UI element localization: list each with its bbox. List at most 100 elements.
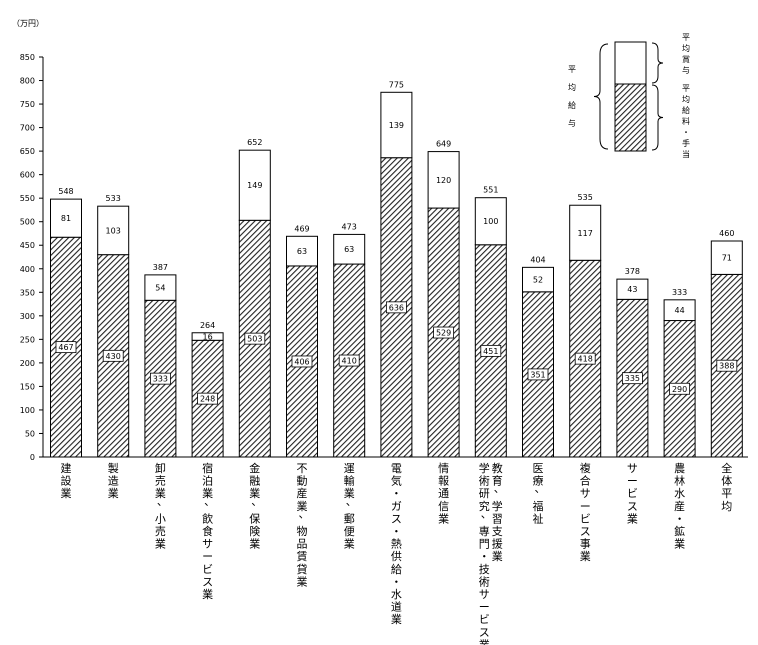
legend-brace-outer [593,43,609,150]
category-label-char: 専 [479,525,490,538]
category-label-char: 造 [108,474,119,488]
bar-bonus-label: 149 [247,181,262,190]
bar-salary-label-box [197,392,219,405]
legend-label-bonus: 賞 [682,54,690,64]
category-label-char: サ [202,538,213,551]
category-label-char: 産 [297,487,308,500]
y-tick-label: 850 [20,53,35,62]
legend-brace-salary [651,84,664,151]
y-tick-label: 50 [25,429,35,438]
bar-salary-label-box [622,372,643,385]
bar-bonus-label: 63 [344,245,354,254]
category-label-char: 業 [438,512,449,525]
legend-label-bonus: 与 [682,66,690,75]
legend-label-salary: 手 [682,138,690,148]
category-label-char: ー [580,500,591,513]
category-label-char: 業 [202,487,213,500]
category-label-char: 全 [721,461,732,475]
legend-label-salary: 当 [682,149,690,159]
bar-total-label: 533 [106,194,121,203]
bar-salary-label: 430 [106,352,121,361]
bar-salary-label: 290 [672,385,687,394]
bar-bonus-label: 54 [155,284,165,293]
bar-bonus-segment [286,235,318,267]
category-label-char: 援 [492,537,503,551]
category-label-char: 道 [391,600,402,614]
category-label-char: 福 [533,499,544,513]
category-label-char: 、 [299,507,310,520]
bar-bonus-segment [474,197,507,246]
legend-outer-label: 平 [568,65,576,74]
bar-bonus-segment [238,149,271,221]
category-label-char: 売 [155,525,166,538]
category-label-char: 電 [391,462,402,475]
legend-label-salary: 均 [682,94,690,104]
bar-salary-label: 333 [153,375,168,384]
y-tick-label: 500 [20,218,35,227]
bar-bonus-segment [710,240,743,275]
category-label-char: 支 [492,525,503,538]
bar-bonus-segment [616,278,649,300]
category-label-char: 業 [249,487,260,500]
category-label-char: 業 [297,575,308,588]
category-label-char: 建 [61,461,72,475]
category-label-char: ・ [391,487,402,500]
bar-salary-label: 503 [247,335,262,344]
y-tick-label: 350 [20,288,35,297]
bar-bonus-segment [333,233,366,265]
category-label-char: 気 [391,474,402,488]
bar-salary-label: 529 [436,329,451,338]
category-label-char: 動 [297,474,308,488]
category-label-char: ・ [479,550,490,563]
category-label-char: 通 [438,487,449,500]
category-label-char: 学 [479,461,490,475]
category-label-char: 合 [580,474,591,488]
legend-swatch-salary [614,83,647,152]
category-label-char: 品 [297,538,308,551]
category-label-char: 保 [249,511,260,525]
bar-salary-label-box [102,349,124,362]
legend-outer-label: 給 [568,100,576,110]
legend-label-salary: 給 [682,105,690,115]
bar-salary-label-box [55,341,77,354]
category-label-char: 業 [344,538,355,551]
bar-bonus-label: 43 [627,285,637,294]
bar-total-label: 264 [200,321,215,330]
category-label-char: 医 [533,462,544,475]
category-label-char: 泊 [202,475,213,488]
bar-total-label: 378 [625,267,640,276]
category-label-char: 農 [674,461,685,475]
bar-salary-label-box [149,372,171,385]
bar-bonus-segment [380,91,413,159]
category-label-char: 業 [108,487,119,500]
y-tick-label: 700 [20,124,35,133]
category-label-char: 険 [249,525,260,538]
category-label-char: 熱 [391,538,402,551]
legend-outer-label: 与 [568,119,576,128]
category-label-char: ス [627,500,638,513]
category-label-char: 賃 [297,549,308,563]
category-label-char: 融 [249,475,260,488]
bar-bonus-label: 16 [203,333,213,342]
bar-bonus-label: 100 [483,217,498,226]
bar-salary-label: 418 [578,355,593,364]
category-label-char: ス [479,626,490,639]
category-label-char: 報 [438,475,449,488]
category-label-char: 療 [533,474,544,488]
bar-salary-label: 335 [625,374,640,383]
category-label-char: 術 [479,475,490,488]
category-label-char: 、 [481,507,492,520]
category-label-char: ー [627,475,638,488]
y-tick-label: 100 [20,406,35,415]
category-labels: 建設業製造業卸売業、小売業宿泊業、飲食サービス業金融業、保険業不動産業、物品賃貸… [61,461,733,645]
category-label-char: 小 [155,512,166,525]
bar-total-label: 551 [483,186,498,195]
category-label-char: ス [580,525,591,538]
bar-total-label: 460 [719,229,734,238]
category-label-char: 輸 [344,474,355,488]
category-label-char: 業 [674,538,685,551]
category-label-char: ・ [391,575,402,588]
category-label-char: 門 [479,538,490,551]
category-label-char: 供 [391,549,402,563]
category-label-char: ー [202,550,213,563]
